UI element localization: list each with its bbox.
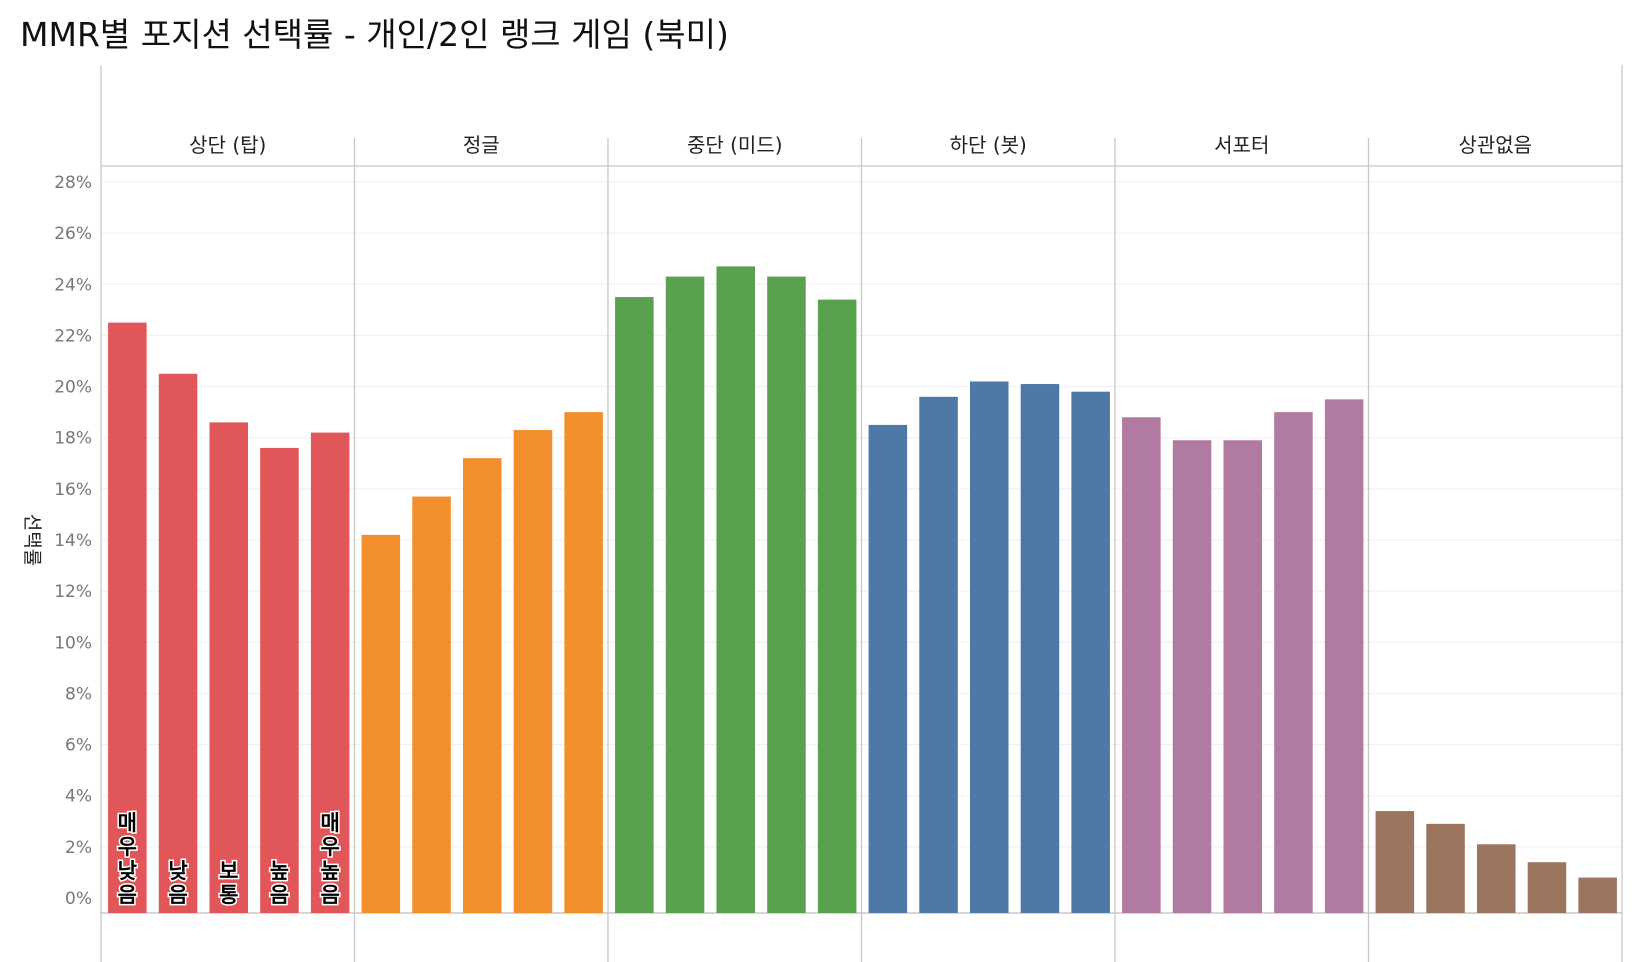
panel-header-label: 중단 (미드) <box>687 133 783 157</box>
bar <box>1122 417 1161 913</box>
panel-header-label: 상단 (탑) <box>189 133 266 157</box>
y-tick-label: 24% <box>54 275 92 295</box>
bar <box>716 266 756 913</box>
bar <box>767 276 806 914</box>
y-axis-ticks: 0% 2% 4% 6% 8% 10% 12% 14% 16% 18% 20% 22% 24% 26% 28% <box>54 173 92 909</box>
panel-header-label: 서포터 <box>1214 133 1269 157</box>
bar <box>1274 412 1313 913</box>
bar <box>1578 877 1617 913</box>
panel-header-label: 상관없음 <box>1458 133 1532 157</box>
bar <box>665 276 705 914</box>
bar <box>158 373 198 913</box>
bar <box>1527 862 1567 913</box>
panel-frame <box>100 65 1623 962</box>
panel-header-label: 하단 (봇) <box>950 133 1027 157</box>
bar <box>361 534 401 913</box>
bar <box>310 432 350 913</box>
y-tick-label: 20% <box>54 378 92 398</box>
bar <box>1476 844 1516 913</box>
bar <box>412 496 451 913</box>
bar <box>1020 384 1060 913</box>
bar <box>1071 391 1110 914</box>
bar <box>108 322 147 914</box>
y-tick-label: 22% <box>54 326 92 346</box>
bar <box>1324 399 1364 913</box>
y-tick-label: 8% <box>65 684 92 704</box>
chart-title: MMR별 포지션 선택률 - 개인/2인 랭크 게임 (북미) <box>20 15 729 54</box>
y-tick-label: 18% <box>54 429 92 449</box>
bar <box>1223 440 1263 913</box>
y-tick-label: 16% <box>54 480 92 500</box>
bar-category-labels: 매 우 낮 음낮 음 보 통 높 음 매 우 높 음 <box>116 810 341 909</box>
bar <box>969 381 1009 913</box>
bar <box>1426 823 1465 913</box>
y-tick-label: 2% <box>65 838 92 858</box>
y-tick-label: 26% <box>54 224 92 244</box>
bar <box>1172 440 1212 913</box>
bars <box>108 266 1617 914</box>
y-tick-label: 4% <box>65 787 92 807</box>
bar <box>564 412 603 913</box>
bar <box>260 447 299 913</box>
bar <box>1375 811 1415 913</box>
bar <box>209 422 249 913</box>
panel-headers: 상단 (탑) 정글 중단 (미드) 하단 (봇) 서포터 상관없음 <box>189 133 1532 157</box>
y-tick-label: 10% <box>54 633 92 653</box>
bar <box>919 396 958 913</box>
bar <box>513 430 553 913</box>
bar <box>462 458 502 913</box>
panel-header-label: 정글 <box>463 133 500 157</box>
bar <box>615 297 654 914</box>
y-tick-label: 0% <box>65 889 92 909</box>
y-axis-label: 선택률 <box>21 514 43 566</box>
y-tick-label: 12% <box>54 582 92 602</box>
y-tick-label: 28% <box>54 173 92 193</box>
y-tick-label: 14% <box>54 531 92 551</box>
bar <box>868 424 908 913</box>
y-tick-label: 6% <box>65 736 92 756</box>
bar <box>817 299 857 914</box>
